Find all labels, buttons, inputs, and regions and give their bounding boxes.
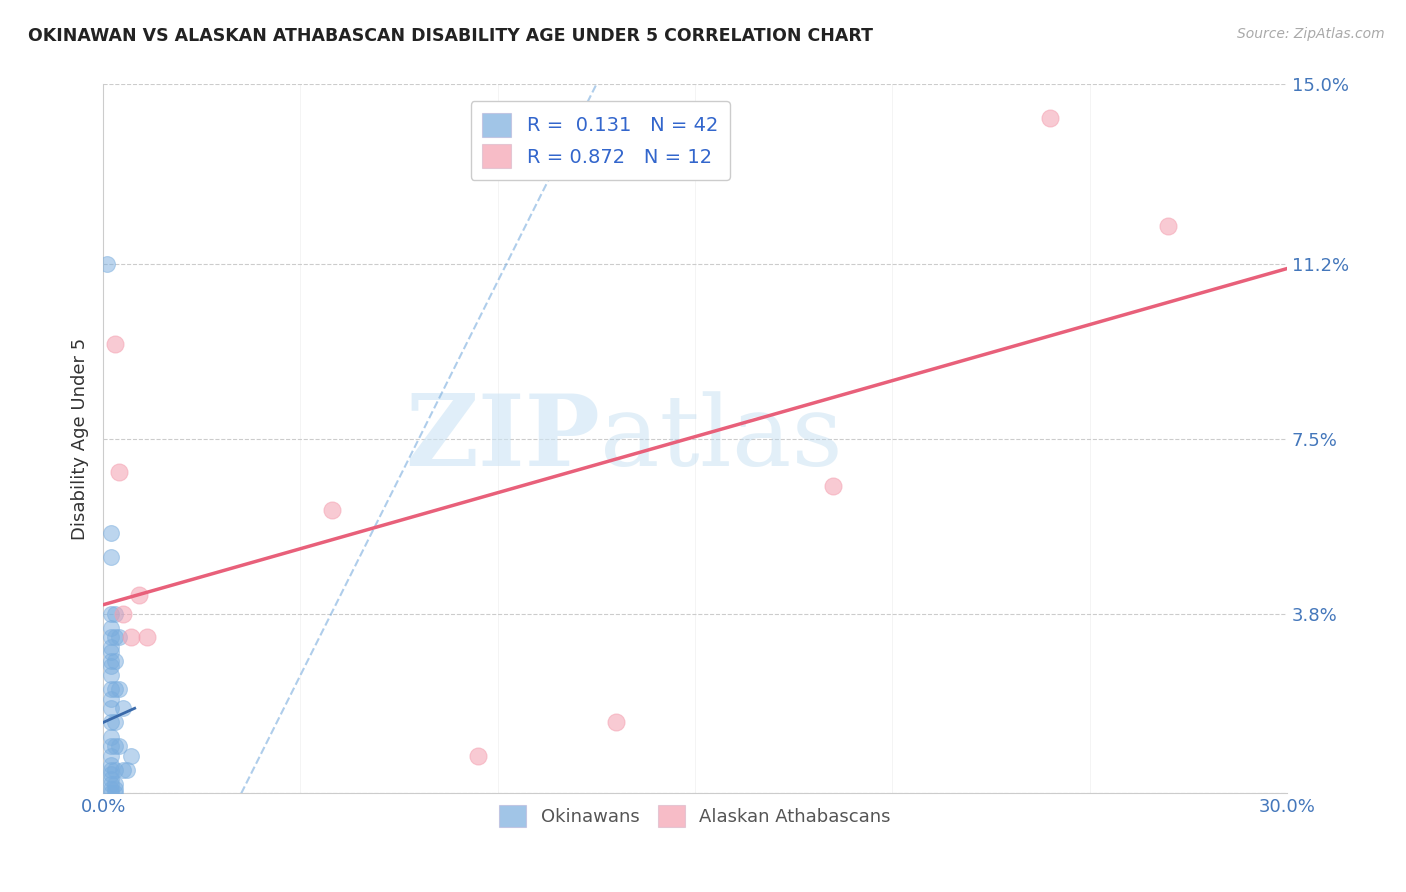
Point	[104, 739, 127, 753]
Point	[108, 631, 131, 645]
Point	[104, 781, 127, 796]
Point	[100, 526, 122, 541]
Point	[100, 730, 122, 744]
Point	[104, 715, 127, 730]
Point	[321, 503, 343, 517]
Point	[104, 786, 127, 800]
Point	[100, 682, 122, 697]
Point	[100, 658, 122, 673]
Point	[100, 631, 122, 645]
Point	[100, 758, 122, 772]
Point	[100, 739, 122, 753]
Point	[104, 763, 127, 777]
Point	[111, 607, 134, 621]
Point	[1039, 111, 1062, 125]
Point	[100, 644, 122, 658]
Point	[605, 715, 627, 730]
Point	[104, 337, 127, 351]
Text: ZIP: ZIP	[405, 391, 600, 487]
Point	[100, 607, 122, 621]
Point	[100, 621, 122, 635]
Point	[100, 654, 122, 668]
Point	[823, 479, 845, 493]
Point	[100, 549, 122, 564]
Point	[100, 691, 122, 706]
Point	[120, 748, 142, 763]
Point	[104, 777, 127, 791]
Point	[108, 465, 131, 479]
Point	[100, 777, 122, 791]
Point	[115, 763, 138, 777]
Point	[100, 640, 122, 654]
Point	[100, 786, 122, 800]
Point	[96, 257, 118, 271]
Point	[100, 715, 122, 730]
Point	[104, 631, 127, 645]
Point	[111, 701, 134, 715]
Point	[135, 631, 157, 645]
Point	[100, 772, 122, 787]
Point	[100, 763, 122, 777]
Text: atlas: atlas	[600, 391, 844, 487]
Point	[108, 739, 131, 753]
Point	[467, 748, 489, 763]
Point	[1157, 219, 1180, 234]
Y-axis label: Disability Age Under 5: Disability Age Under 5	[72, 338, 89, 540]
Text: OKINAWAN VS ALASKAN ATHABASCAN DISABILITY AGE UNDER 5 CORRELATION CHART: OKINAWAN VS ALASKAN ATHABASCAN DISABILIT…	[28, 27, 873, 45]
Point	[111, 763, 134, 777]
Point	[108, 682, 131, 697]
Point	[104, 607, 127, 621]
Point	[120, 631, 142, 645]
Point	[100, 748, 122, 763]
Point	[128, 588, 150, 602]
Point	[104, 682, 127, 697]
Text: Source: ZipAtlas.com: Source: ZipAtlas.com	[1237, 27, 1385, 41]
Point	[100, 668, 122, 682]
Legend: Okinawans, Alaskan Athabascans: Okinawans, Alaskan Athabascans	[492, 797, 898, 834]
Point	[100, 701, 122, 715]
Point	[100, 767, 122, 781]
Point	[104, 654, 127, 668]
Point	[100, 781, 122, 796]
